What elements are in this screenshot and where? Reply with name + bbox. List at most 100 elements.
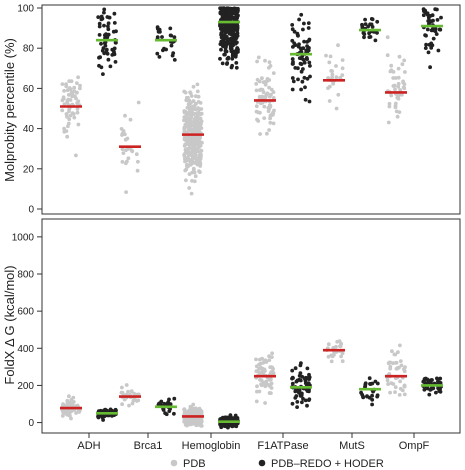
- top-point-redo-ompf: [435, 7, 439, 12]
- bottom-point-pdb-adh: [68, 413, 72, 418]
- top-point-redo-hemoglobin: [227, 10, 232, 15]
- top-point-pdb-hemoglobin: [184, 163, 189, 168]
- top-point-pdb-ompf: [393, 103, 398, 108]
- top-point-redo-ompf: [429, 28, 434, 33]
- top-point-redo-hemoglobin: [223, 45, 228, 50]
- top-y-tick-label: 80: [23, 44, 35, 55]
- top-point-pdb-adh: [68, 98, 73, 102]
- top-point-pdb-ompf: [403, 70, 407, 74]
- top-point-redo-brca1: [169, 33, 174, 38]
- top-point-pdb-hemoglobin: [198, 156, 203, 161]
- top-point-pdb-hemoglobin: [187, 146, 191, 151]
- top-point-redo-f1atpase: [306, 21, 311, 25]
- top-point-redo-f1atpase: [303, 85, 307, 90]
- bottom-medians: [60, 348, 443, 423]
- bottom-point-pdb-ompf: [388, 364, 393, 369]
- top-point-pdb-f1atpase: [271, 121, 276, 126]
- top-point-redo-hemoglobin: [224, 34, 229, 39]
- top-point-pdb-adh: [74, 90, 79, 95]
- top-point-pdb-hemoglobin: [188, 139, 193, 144]
- top-point-pdb-f1atpase: [271, 112, 275, 117]
- top-point-pdb-adh: [69, 79, 74, 84]
- top-point-redo-ompf: [424, 42, 428, 47]
- top-point-pdb-adh: [67, 117, 72, 122]
- top-point-pdb-adh: [76, 99, 81, 104]
- top-point-pdb-brca1: [120, 160, 125, 164]
- bottom-point-redo-muts: [359, 390, 363, 395]
- top-point-pdb-hemoglobin: [191, 84, 196, 89]
- x-axis: ADH Brca1 Hemoglobin F1ATPase MutS OmpF: [77, 433, 430, 452]
- top-point-pdb-hemoglobin: [190, 156, 195, 161]
- top-point-redo-hemoglobin: [233, 6, 237, 11]
- top-point-pdb-adh: [75, 110, 80, 115]
- bottom-point-redo-f1atpase: [293, 366, 298, 371]
- top-point-redo-hemoglobin: [226, 55, 231, 60]
- top-point-redo-adh: [112, 21, 117, 25]
- top-point-pdb-adh: [64, 129, 69, 134]
- top-point-redo-hemoglobin: [234, 14, 239, 19]
- top-point-redo-f1atpase: [304, 56, 309, 60]
- top-point-pdb-muts: [336, 43, 340, 48]
- top-point-pdb-f1atpase: [263, 82, 268, 87]
- top-point-redo-f1atpase: [296, 66, 300, 71]
- top-point-redo-adh: [106, 27, 111, 32]
- top-point-pdb-hemoglobin: [195, 82, 200, 87]
- top-point-redo-muts: [363, 17, 367, 22]
- bottom-point-redo-f1atpase: [298, 363, 303, 368]
- top-point-pdb-hemoglobin: [194, 94, 198, 99]
- bottom-point-redo-f1atpase: [294, 394, 299, 398]
- bottom-point-redo-adh: [105, 408, 109, 413]
- top-point-redo-adh: [108, 64, 113, 69]
- top-point-pdb-hemoglobin: [191, 127, 195, 132]
- bottom-point-redo-brca1: [172, 411, 176, 416]
- top-point-pdb-adh: [68, 87, 73, 92]
- top-y-tick-label: 100: [17, 4, 34, 15]
- top-point-redo-adh: [99, 41, 103, 46]
- top-point-pdb-hemoglobin: [192, 141, 197, 146]
- top-point-redo-muts: [375, 19, 380, 24]
- top-point-pdb-adh: [66, 124, 70, 129]
- top-point-pdb-brca1: [121, 129, 126, 133]
- top-point-pdb-f1atpase: [254, 82, 259, 86]
- top-point-redo-hemoglobin: [230, 56, 235, 61]
- top-point-redo-adh: [106, 57, 111, 62]
- bottom-point-redo-muts: [375, 394, 380, 399]
- top-point-redo-f1atpase: [307, 60, 312, 65]
- bottom-point-pdb-hemoglobin: [191, 402, 196, 407]
- top-point-pdb-f1atpase: [263, 58, 267, 63]
- top-point-redo-f1atpase: [305, 76, 310, 81]
- top-point-redo-f1atpase: [290, 57, 295, 61]
- top-point-pdb-muts: [334, 64, 338, 68]
- top-point-pdb-f1atpase: [260, 76, 264, 81]
- top-point-redo-adh: [106, 21, 111, 26]
- top-point-pdb-hemoglobin: [193, 147, 198, 152]
- top-point-pdb-f1atpase: [260, 87, 265, 92]
- top-point-pdb-muts: [338, 76, 343, 80]
- top-point-redo-f1atpase: [306, 26, 311, 30]
- top-point-redo-muts: [370, 25, 375, 29]
- bottom-point-redo-muts: [361, 394, 365, 399]
- top-point-redo-brca1: [157, 55, 162, 59]
- top-point-pdb-hemoglobin: [182, 118, 186, 123]
- top-point-pdb-ompf: [385, 53, 390, 58]
- top-point-pdb-brca1: [128, 117, 133, 122]
- bottom-point-redo-f1atpase: [295, 400, 300, 404]
- bottom-panel: 0 200 400 600 800 1000 FoldX Δ G (kcal/mol): [2, 218, 461, 434]
- top-point-pdb-hemoglobin: [189, 153, 194, 158]
- top-point-pdb-f1atpase: [271, 71, 276, 75]
- x-tick-label-ompf: OmpF: [399, 440, 430, 452]
- top-point-redo-ompf: [436, 48, 441, 53]
- top-point-redo-hemoglobin: [228, 24, 233, 29]
- top-point-redo-hemoglobin: [218, 11, 223, 16]
- bottom-point-redo-muts: [370, 402, 374, 407]
- top-point-pdb-brca1: [130, 149, 135, 154]
- bottom-point-pdb-muts: [339, 341, 343, 346]
- bottom-point-redo-hemoglobin: [220, 423, 225, 427]
- bottom-plot-frame: [41, 218, 461, 434]
- bottom-point-pdb-f1atpase: [270, 351, 274, 356]
- top-point-pdb-adh: [74, 96, 78, 101]
- top-point-pdb-adh: [60, 82, 65, 86]
- bottom-point-redo-ompf: [429, 378, 433, 382]
- top-point-pdb-f1atpase: [262, 104, 267, 109]
- bottom-point-redo-ompf: [429, 381, 433, 385]
